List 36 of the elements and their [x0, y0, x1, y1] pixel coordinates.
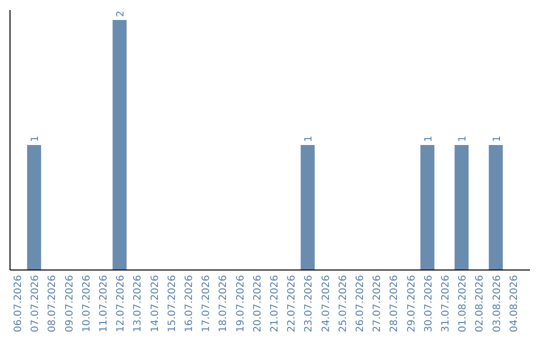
x-tick-label: 04.08.2026 — [508, 275, 520, 332]
x-tick-label: 15.07.2026 — [166, 275, 178, 332]
x-tick-label: 23.07.2026 — [304, 275, 315, 332]
x-tick-label: 18.07.2026 — [218, 275, 230, 332]
x-tick-label: 25.07.2026 — [338, 275, 349, 332]
x-tick-label: 16.07.2026 — [184, 275, 195, 332]
data-label: 1 — [304, 136, 315, 142]
x-tick-label: 22.07.2026 — [286, 275, 298, 332]
x-tick-label: 28.07.2026 — [389, 275, 400, 332]
data-label: 1 — [492, 136, 503, 142]
x-tick-label: 13.07.2026 — [132, 275, 144, 332]
x-tick-label: 24.07.2026 — [320, 275, 332, 332]
x-tick-label: 29.07.2026 — [406, 275, 418, 332]
x-tick-label: 11.07.2026 — [98, 275, 110, 332]
data-label: 2 — [116, 10, 127, 17]
x-tick-label: 20.07.2026 — [252, 275, 264, 332]
x-tick-label: 19.07.2026 — [235, 275, 246, 332]
x-tick-label: 08.07.2026 — [47, 275, 58, 332]
data-label: 1 — [423, 136, 434, 142]
x-tick-label: 02.08.2026 — [474, 275, 486, 332]
x-tick-label: 07.07.2026 — [30, 275, 42, 332]
x-tick-label: 09.07.2026 — [64, 275, 76, 332]
x-tick-label: 17.07.2026 — [201, 275, 212, 332]
x-tick-label: 31.07.2026 — [440, 275, 452, 332]
data-label: 1 — [30, 136, 42, 142]
x-tick-label: 03.08.2026 — [492, 275, 503, 332]
x-tick-label: 01.08.2026 — [458, 275, 469, 332]
x-tick-label: 30.07.2026 — [423, 275, 434, 332]
data-label: 1 — [458, 136, 469, 142]
x-tick-label: 12.07.2026 — [116, 275, 127, 332]
x-tick-label: 27.07.2026 — [372, 275, 384, 332]
x-tick-label: 10.07.2026 — [81, 275, 92, 332]
x-tick-label: 06.07.2026 — [13, 275, 24, 332]
x-tick-label: 21.07.2026 — [270, 275, 280, 332]
x-tick-label: 14.07.2026 — [150, 275, 161, 332]
x-tick-label: 26.07.2026 — [355, 275, 366, 332]
